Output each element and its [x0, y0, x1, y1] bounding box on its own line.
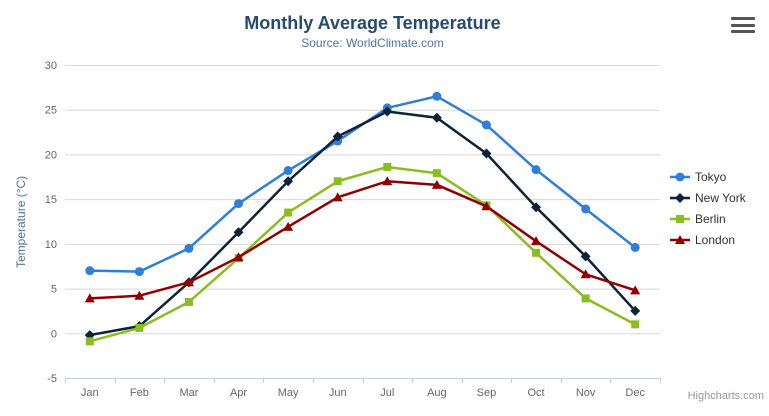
svg-text:30: 30 [45, 60, 57, 72]
data-point-london-Sep[interactable] [481, 201, 492, 211]
circle-marker-icon [670, 172, 690, 181]
data-point-tokyo-Oct[interactable] [531, 165, 541, 175]
data-point-tokyo-Dec[interactable] [630, 242, 640, 252]
series-line-london [88, 180, 637, 300]
data-point-tokyo-Mar[interactable] [184, 243, 194, 253]
data-point-new-york-Jun[interactable] [332, 131, 343, 142]
svg-text:Dec: Dec [625, 387, 645, 399]
series-line-tokyo [88, 95, 637, 273]
data-point-berlin-Jun[interactable] [333, 177, 342, 186]
square-marker-icon [670, 214, 690, 223]
svg-text:15: 15 [45, 194, 57, 206]
menu-bar [731, 23, 755, 27]
legend-label: Berlin [695, 211, 726, 226]
svg-text:Oct: Oct [527, 387, 544, 399]
menu-bar [731, 17, 755, 20]
chart-subtitle: Source: WorldClimate.com [301, 36, 444, 50]
data-point-london-Jun[interactable] [332, 192, 343, 202]
series-tokyo[interactable] [85, 91, 640, 277]
svg-text:0: 0 [51, 328, 57, 340]
data-point-london-Mar[interactable] [183, 277, 194, 287]
data-point-london-Jan[interactable] [84, 293, 95, 303]
data-point-new-york-Dec[interactable] [630, 305, 641, 316]
svg-text:Apr: Apr [230, 387, 247, 399]
data-point-tokyo-Nov[interactable] [581, 204, 591, 214]
data-point-new-york-Apr[interactable] [233, 227, 244, 238]
export-hamburger-menu-icon[interactable] [731, 17, 755, 33]
data-point-london-Nov[interactable] [580, 269, 591, 279]
data-point-london-Jul[interactable] [382, 176, 393, 186]
svg-text:Feb: Feb [130, 387, 149, 399]
data-point-new-york-May[interactable] [283, 176, 294, 187]
data-point-london-Aug[interactable] [431, 179, 442, 189]
legend: Tokyo New York Berlin London [670, 166, 746, 250]
svg-text:20: 20 [45, 149, 57, 161]
data-point-new-york-Aug[interactable] [431, 112, 442, 123]
data-point-berlin-Feb[interactable] [135, 323, 144, 332]
data-point-new-york-Nov[interactable] [580, 251, 591, 262]
legend-label: London [695, 232, 736, 247]
y-axis-title: Temperature (°C) [14, 175, 28, 268]
svg-text:Mar: Mar [179, 387, 198, 399]
gridlines [65, 65, 660, 379]
svg-text:Nov: Nov [576, 387, 596, 399]
svg-text:-5: -5 [47, 373, 57, 385]
legend-label: Tokyo [695, 169, 727, 184]
series-new-york[interactable] [84, 106, 641, 341]
series-london[interactable] [84, 176, 641, 303]
x-axis-ticks [65, 378, 661, 383]
data-point-berlin-Jul[interactable] [383, 162, 392, 171]
legend-item-berlin[interactable]: Berlin [670, 208, 746, 229]
x-axis-labels: Jan Feb Mar Apr May Jun Jul Aug Sep Oct Nov Dec [81, 387, 646, 399]
menu-bar [731, 30, 755, 33]
data-point-new-york-Oct[interactable] [531, 202, 542, 213]
data-point-berlin-Nov[interactable] [581, 294, 590, 303]
svg-text:Aug: Aug [427, 387, 447, 399]
data-point-tokyo-May[interactable] [283, 166, 293, 176]
svg-text:Jul: Jul [380, 387, 394, 399]
data-point-london-Oct[interactable] [531, 236, 542, 246]
svg-text:Jun: Jun [329, 387, 347, 399]
series-line-new-york [88, 110, 637, 337]
svg-text:5: 5 [51, 284, 57, 296]
data-point-berlin-Mar[interactable] [184, 297, 193, 306]
data-point-tokyo-Aug[interactable] [432, 91, 442, 101]
data-point-tokyo-Feb[interactable] [134, 267, 144, 277]
data-point-london-Feb[interactable] [134, 290, 145, 300]
svg-text:10: 10 [45, 239, 57, 251]
legend-item-tokyo[interactable]: Tokyo [670, 166, 746, 187]
svg-text:Jan: Jan [81, 387, 99, 399]
svg-text:25: 25 [45, 105, 57, 117]
data-point-tokyo-Jan[interactable] [85, 266, 95, 276]
data-point-tokyo-Apr[interactable] [234, 199, 244, 209]
data-point-london-May[interactable] [283, 221, 294, 231]
triangle-marker-icon [670, 234, 690, 244]
chart-title: Monthly Average Temperature [244, 13, 501, 33]
svg-text:Sep: Sep [477, 387, 497, 399]
data-point-london-Dec[interactable] [630, 285, 641, 295]
data-point-berlin-May[interactable] [284, 208, 293, 217]
data-point-berlin-Aug[interactable] [432, 169, 441, 178]
data-point-new-york-Jul[interactable] [382, 106, 393, 117]
credits-link[interactable]: Highcharts.com [687, 390, 764, 402]
data-point-london-Apr[interactable] [233, 252, 244, 262]
svg-text:May: May [278, 387, 299, 399]
legend-item-new-york[interactable]: New York [670, 187, 746, 208]
data-point-berlin-Oct[interactable] [532, 248, 541, 257]
data-point-tokyo-Sep[interactable] [481, 120, 491, 130]
series-line-berlin [88, 165, 637, 343]
data-point-berlin-Dec[interactable] [631, 320, 640, 329]
data-point-berlin-Jan[interactable] [85, 337, 94, 346]
data-point-new-york-Sep[interactable] [481, 148, 492, 159]
y-axis-labels: -5 0 5 10 15 20 25 30 [45, 60, 57, 385]
diamond-marker-icon [670, 192, 690, 203]
legend-label: New York [695, 190, 746, 205]
legend-item-london[interactable]: London [670, 229, 746, 250]
